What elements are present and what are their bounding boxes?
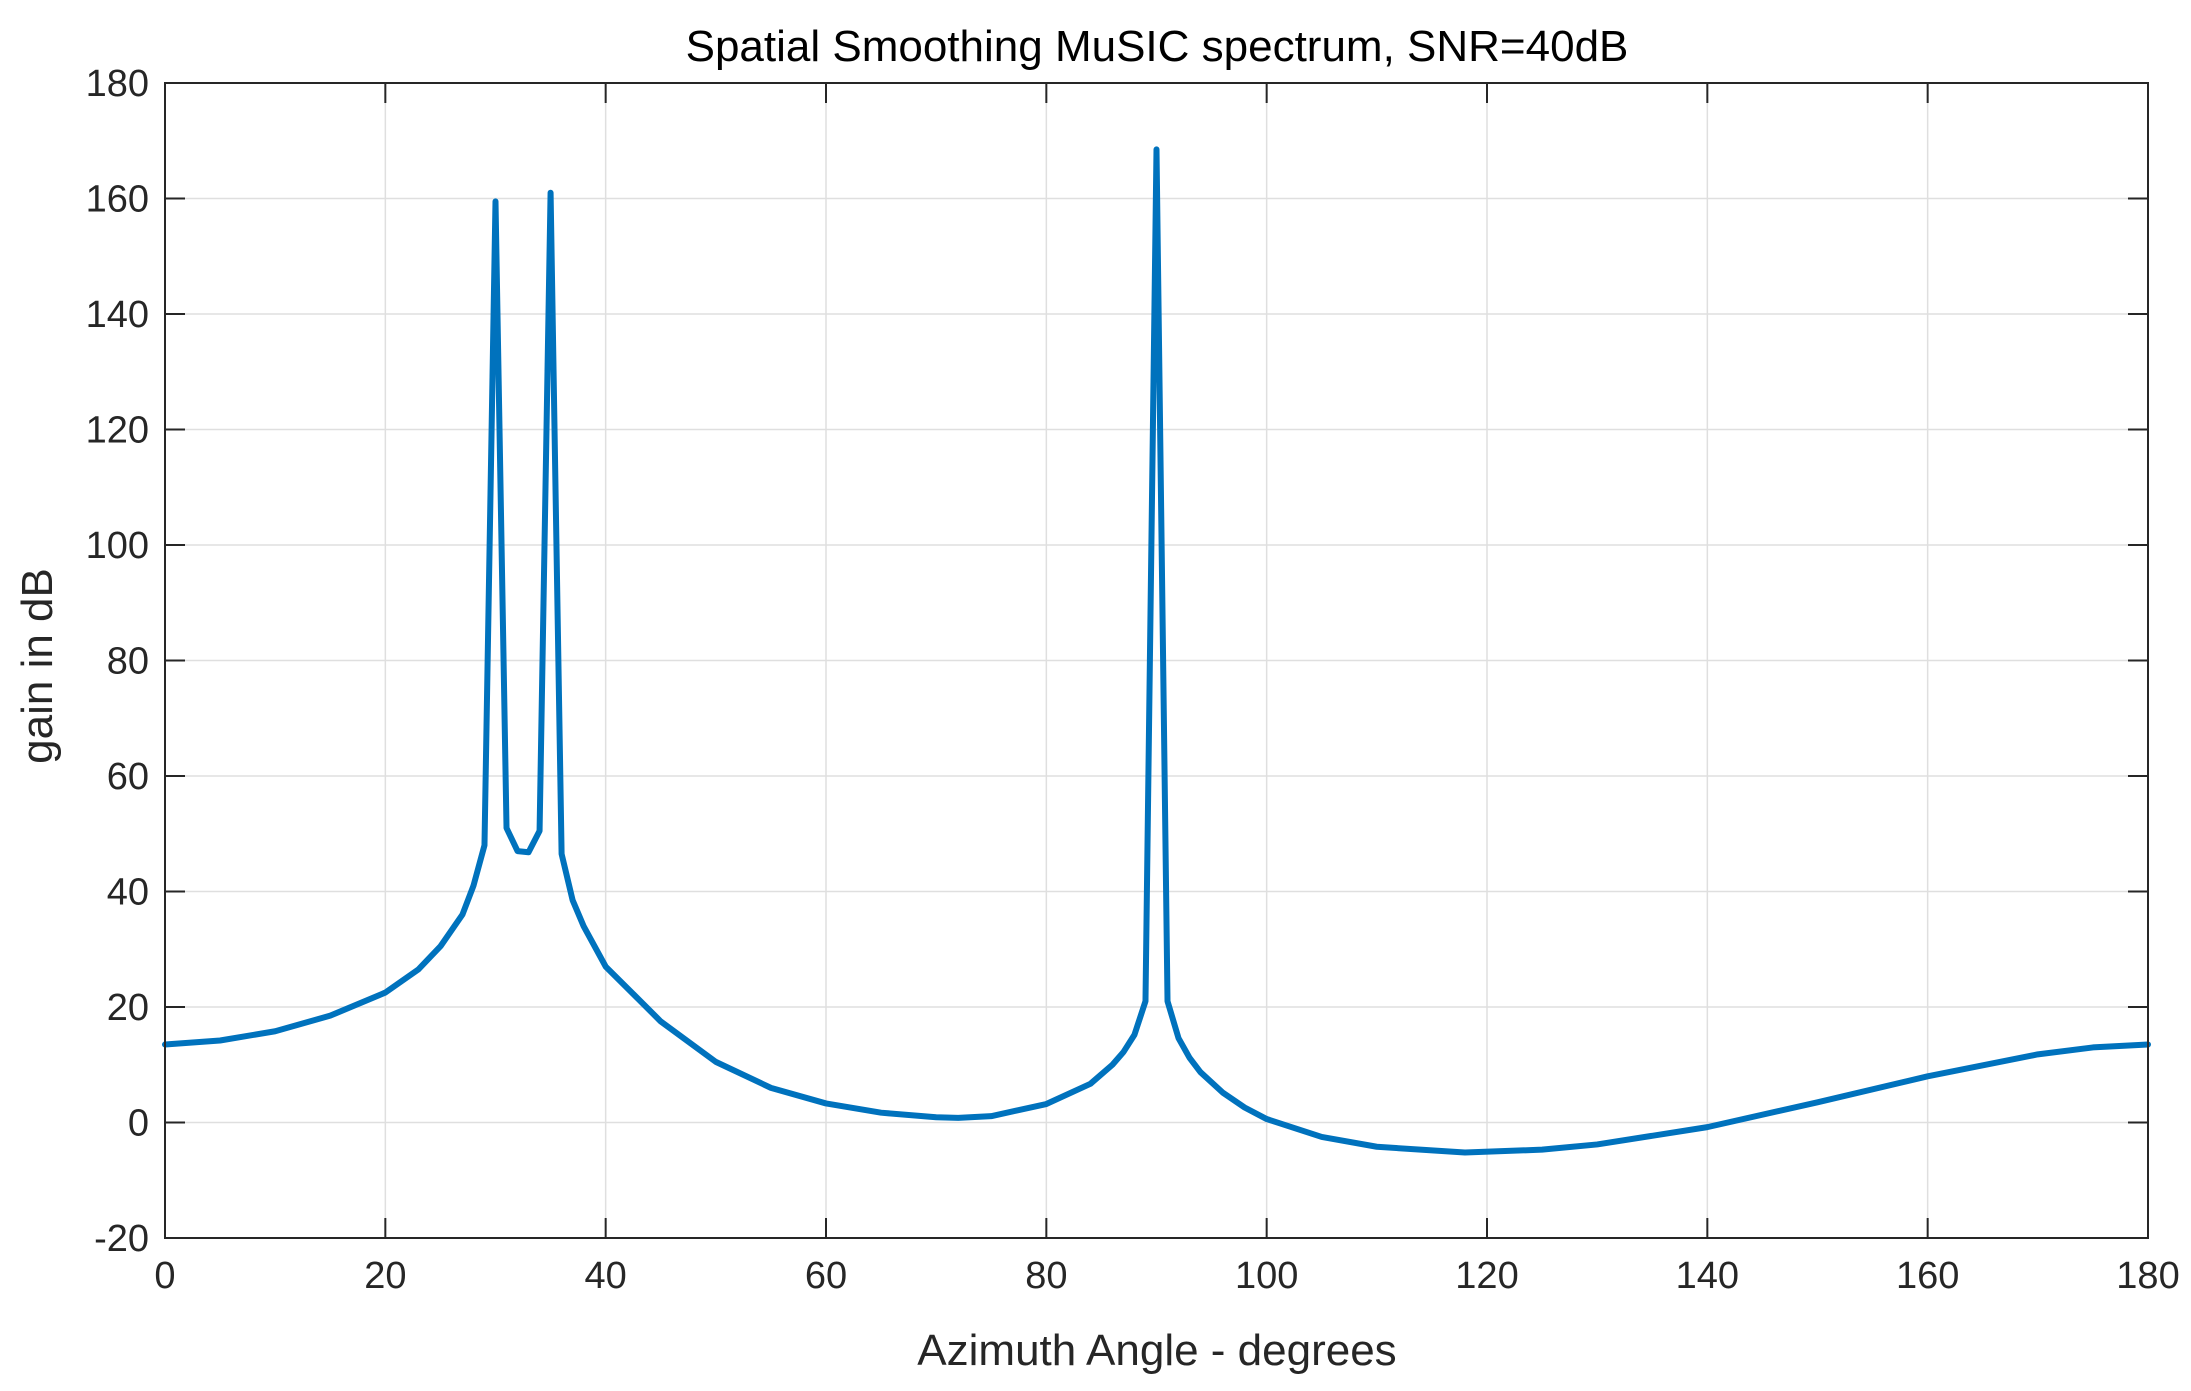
- series: [162, 146, 2151, 1156]
- y-tick-label: 160: [86, 179, 149, 221]
- y-tick-label: 20: [107, 987, 149, 1029]
- y-tick-label: 120: [86, 410, 149, 452]
- y-tick-label: -20: [94, 1218, 149, 1260]
- y-tick-label: 80: [107, 641, 149, 683]
- y-tick-label: 60: [107, 756, 149, 798]
- x-tick-label: 20: [364, 1255, 406, 1297]
- y-axis-label: gain in dB: [13, 568, 62, 764]
- y-tick-label: 100: [86, 525, 149, 567]
- x-axis-label: Azimuth Angle - degrees: [917, 1326, 1396, 1375]
- tick-labels: 0 20 40 60 80 100 120 140 160 180-200204060801001…: [86, 63, 2180, 1297]
- x-tick-label: 160: [1896, 1255, 1959, 1297]
- x-tick-label: 120: [1455, 1255, 1518, 1297]
- y-tick-label: 140: [86, 294, 149, 336]
- ticks: [164, 82, 2149, 1239]
- x-tick-label: 0: [154, 1255, 175, 1297]
- chart-title: Spatial Smoothing MuSIC spectrum, SNR=40…: [686, 22, 1629, 71]
- x-tick-label: 40: [585, 1255, 627, 1297]
- x-tick-label: 60: [805, 1255, 847, 1297]
- y-tick-label: 180: [86, 63, 149, 105]
- x-tick-label: 180: [2116, 1255, 2179, 1297]
- y-tick-label: 0: [128, 1103, 149, 1145]
- x-tick-label: 80: [1025, 1255, 1067, 1297]
- series-line: [162, 146, 2151, 1156]
- x-tick-label: 100: [1235, 1255, 1298, 1297]
- x-tick-label: 140: [1676, 1255, 1739, 1297]
- y-tick-label: 40: [107, 872, 149, 914]
